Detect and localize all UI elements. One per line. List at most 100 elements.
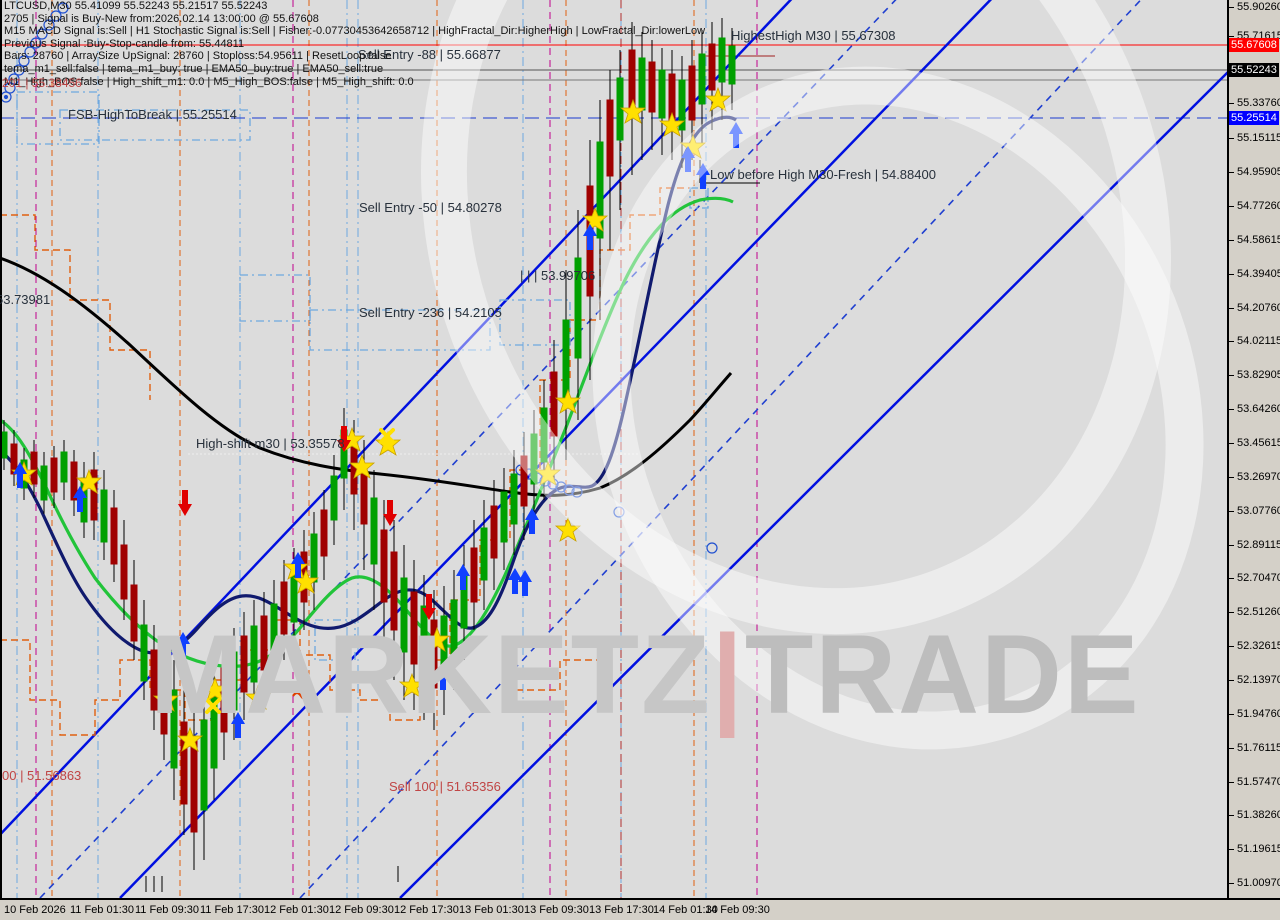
price-tick-dash [1229, 782, 1234, 783]
price-tick-dash [1229, 409, 1234, 410]
price-tick-label: 53.64260 [1237, 403, 1280, 415]
price-tick-label: 52.32615 [1237, 640, 1280, 652]
info-line-1: M15 MACD Signal is:Sell | H1 Stochastic … [4, 25, 706, 38]
price-tick-label: 54.39405 [1237, 268, 1280, 280]
price-tick-label: 52.89115 [1237, 539, 1280, 551]
price-tick-label: 53.45615 [1237, 437, 1280, 449]
buy-arrows [13, 122, 743, 738]
vertical-grid-lines [16, 0, 758, 898]
price-tick-dash [1229, 748, 1234, 749]
sell-entry-88-label: Sell Entry -88 | 55.66877 [358, 47, 501, 62]
price-tick-dash [1229, 375, 1234, 376]
time-tick-label: 11 Feb 09:30 [135, 904, 200, 916]
price-tag-blue: 55.25514 [1229, 111, 1279, 125]
watermark-part1: MARKETZ [150, 612, 712, 737]
price-tick-label: 54.95905 [1237, 166, 1280, 178]
high-shift-m30-label: High-shift m30 | 53.35578 [196, 436, 345, 451]
price-tick-dash [1229, 7, 1234, 8]
squiggle-marker [292, 691, 310, 701]
time-tick-label: 12 Feb 17:30 [394, 904, 459, 916]
watermark-text: MARKETZ|TRADE [150, 610, 1141, 739]
time-tick-label: 13 Feb 09:30 [524, 904, 589, 916]
time-tick-label: 13 Feb 01:30 [459, 904, 524, 916]
sell-arrows [178, 426, 436, 620]
fsb-high-to-break-label: FSB-HighToBreak | 55.25514 [68, 107, 237, 122]
price-tick-dash [1229, 714, 1234, 715]
info-line-0: 2705 | Signal is Buy-New from:2026.02.14… [4, 12, 319, 25]
watermark-bar: | [711, 612, 745, 737]
time-tick-label: 12 Feb 09:30 [329, 904, 394, 916]
chart-info-header: LTCUSD,M30 55.41099 55.52243 55.21517 55… [4, 0, 705, 88]
price-tick-label: 51.19615 [1237, 843, 1280, 855]
price-tick-dash [1229, 477, 1234, 478]
price-tick-dash [1229, 849, 1234, 850]
time-tick-label: 11 Feb 17:30 [200, 904, 265, 916]
time-tick-label: 10 Feb 2026 [4, 904, 66, 916]
price-tick-dash [1229, 138, 1234, 139]
sell-entry-50-label: Sell Entry -50 | 54.80278 [359, 200, 502, 215]
price-tick-dash [1229, 612, 1234, 613]
price-tick-dash [1229, 240, 1234, 241]
price-tick-label: 51.76115 [1237, 742, 1280, 754]
time-axis[interactable]: 10 Feb 2026 11 Feb 01:30 11 Feb 09:30 11 Fe… [0, 898, 1280, 920]
bid-price-label: | | | 53.99706 [520, 268, 596, 283]
price-tick-label: 55.33760 [1237, 97, 1280, 109]
price-tick-label: 54.77260 [1237, 200, 1280, 212]
price-tick-dash [1229, 646, 1234, 647]
price-tick-label: 53.26970 [1237, 471, 1280, 483]
info-line-4: tema_m1_sell:false | tema_m1_buy: true |… [4, 62, 384, 75]
price-tick-label: 51.94760 [1237, 708, 1280, 720]
chart-canvas [0, 0, 1227, 898]
price-tick-label: 55.15115 [1237, 132, 1280, 144]
info-line-3: Bars: 28760 | ArraySize UpSignal: 28760 … [4, 50, 392, 63]
price-tick-label: 54.20760 [1237, 302, 1280, 314]
price-tick-dash [1229, 308, 1234, 309]
time-tick-label: 14 Feb 09:30 [705, 904, 770, 916]
price-tick-dash [1229, 680, 1234, 681]
overlap-red-price-label: 201 | 55.38456 [2, 76, 82, 90]
ema-black-line [0, 256, 733, 497]
price-tick-dash [1229, 274, 1234, 275]
low-before-high-label: Low before High M30-Fresh | 54.88400 [710, 167, 936, 182]
price-tick-label: 53.82905 [1237, 369, 1280, 381]
price-tick-dash [1229, 341, 1234, 342]
price-tag-red: 55.67608 [1229, 38, 1279, 52]
price-tick-dash [1229, 815, 1234, 816]
sell-entry-236-label: Sell Entry -236 | 54.2105 [359, 305, 502, 320]
price-tick-label: 52.13970 [1237, 674, 1280, 686]
price-tick-dash [1229, 578, 1234, 579]
price-tick-dash [1229, 172, 1234, 173]
highest-high-label: HighestHigh M30 | 55.67308 [731, 28, 896, 43]
cross-signals [205, 428, 395, 714]
price-tick-label: 52.70470 [1237, 572, 1280, 584]
info-line-5: M1_High_BOS:false | High_shift_m1: 0.0 |… [4, 75, 414, 88]
price-axis[interactable]: 55.90260 55.71615 55.33760 55.15115 54.95905… [1227, 0, 1280, 912]
watermark-part2: TRADE [744, 612, 1141, 737]
time-tick-label: 12 Feb 01:30 [264, 904, 329, 916]
price-tick-label: 51.00970 [1237, 877, 1280, 889]
price-tick-label: 54.02115 [1237, 335, 1280, 347]
price-tick-dash [1229, 36, 1234, 37]
price-tick-dash [1229, 511, 1234, 512]
price-tick-dash [1229, 103, 1234, 104]
price-tick-label: 51.57470 [1237, 776, 1280, 788]
price-tick-dash [1229, 545, 1234, 546]
time-tick-label: 13 Feb 17:30 [589, 904, 654, 916]
left-edge-price-label: 53.73981 [0, 292, 51, 307]
zone-boxes [16, 91, 709, 661]
price-tick-label: 53.07760 [1237, 505, 1280, 517]
fractal-band [0, 187, 690, 736]
price-tick-label: 51.38260 [1237, 809, 1280, 821]
price-tick-label: 55.90260 [1237, 1, 1280, 13]
symbol-ohlc-line: LTCUSD,M30 55.41099 55.52243 55.21517 55… [4, 0, 268, 12]
price-tick-dash [1229, 883, 1234, 884]
sell-100-label: Sell 100 | 51.65356 [389, 779, 501, 794]
price-tick-dash [1229, 206, 1234, 207]
price-tick-label: 52.51260 [1237, 606, 1280, 618]
chart-plot-area[interactable]: MARKETZ|TRADE [0, 0, 1227, 898]
time-tick-label: 11 Feb 01:30 [70, 904, 135, 916]
left-edge-sell-label: 00 | 51.56863 [2, 768, 82, 783]
price-tick-label: 54.58615 [1237, 234, 1280, 246]
info-line-2: Previous Signal :Buy-Stop-candle from: 5… [4, 37, 245, 50]
